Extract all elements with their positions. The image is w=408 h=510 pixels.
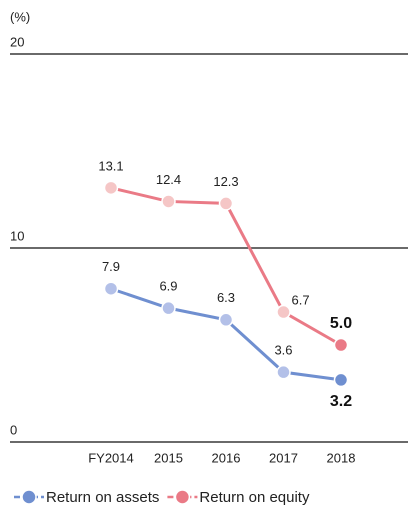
- data-point: [276, 304, 291, 320]
- data-label: 3.2: [330, 393, 352, 410]
- x-tick-label: 2016: [212, 450, 241, 465]
- data-label: 6.7: [292, 292, 310, 307]
- x-tick-label: FY2014: [88, 450, 134, 465]
- data-point: [161, 194, 176, 209]
- data-label: 5.0: [330, 315, 352, 332]
- data-label: 7.9: [102, 259, 120, 274]
- x-tick-label: 2018: [327, 450, 356, 465]
- data-label: 12.3: [213, 174, 238, 189]
- y-tick-label: 20: [10, 34, 24, 49]
- y-unit: (%): [10, 9, 30, 24]
- data-point: [161, 300, 176, 316]
- data-label: 13.1: [98, 158, 123, 173]
- data-point: [333, 372, 349, 388]
- data-point: [218, 196, 234, 211]
- legend-marker: [174, 489, 191, 505]
- data-label: 6.9: [159, 279, 177, 294]
- legend-marker: [21, 489, 37, 505]
- legend-label: Return on assets: [46, 489, 159, 506]
- legend: Return on assets Return on equity: [14, 489, 310, 506]
- data-point: [333, 337, 349, 353]
- x-tick-label: 2017: [269, 450, 298, 465]
- y-tick-label: 0: [10, 422, 17, 437]
- legend-label: Return on equity: [199, 489, 310, 506]
- y-tick-label: 10: [10, 228, 24, 243]
- data-label: 12.4: [156, 172, 181, 187]
- x-tick-label: 2015: [154, 450, 183, 465]
- data-label: 6.3: [217, 290, 235, 305]
- data-point: [276, 364, 291, 380]
- data-label: 3.6: [274, 343, 292, 358]
- data-point: [103, 281, 119, 296]
- data-point: [103, 180, 119, 196]
- data-point: [218, 312, 234, 328]
